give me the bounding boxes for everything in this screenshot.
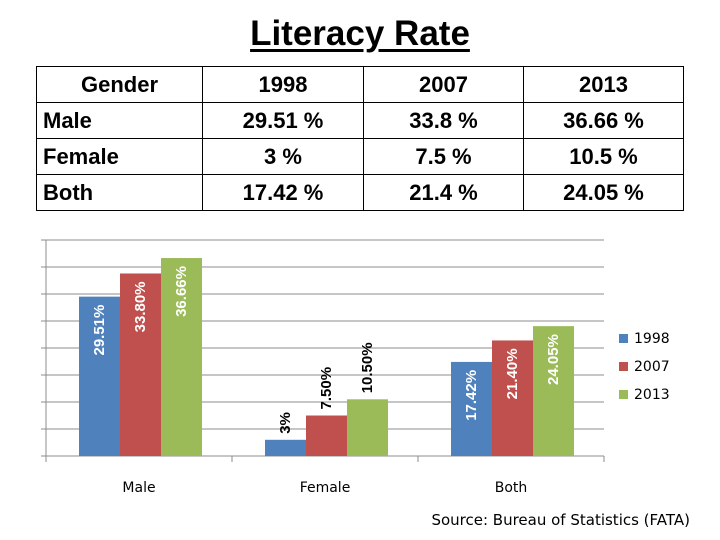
- data-label: 3%: [277, 412, 294, 434]
- table-row: Female 3 % 7.5 % 10.5 %: [36, 138, 684, 175]
- table-cell: 29.51 %: [202, 102, 364, 139]
- data-label: 33.80%: [132, 281, 149, 332]
- legend-label: 2007: [634, 359, 670, 375]
- table-cell: Female: [36, 138, 203, 175]
- x-tick-label: Female: [300, 480, 351, 496]
- x-tick-label: Male: [122, 480, 155, 496]
- legend-label: 2013: [634, 387, 670, 403]
- bar: [347, 399, 388, 456]
- table-cell: 17.42 %: [202, 174, 364, 211]
- data-label: 17.42%: [463, 370, 480, 421]
- data-label: 7.50%: [318, 367, 335, 410]
- table-cell: 10.5 %: [523, 138, 684, 175]
- bar: [265, 439, 306, 456]
- bar: [492, 340, 533, 456]
- table-cell: Male: [36, 102, 203, 139]
- source-note: Source: Bureau of Statistics (FATA): [431, 511, 690, 529]
- table-row: Both 17.42 % 21.4 % 24.05 %: [36, 174, 684, 211]
- data-label: 24.05%: [545, 334, 562, 385]
- legend-swatch: [619, 334, 628, 343]
- table-row: Male 29.51 % 33.8 % 36.66 %: [36, 102, 684, 139]
- table-cell: 33.8 %: [363, 102, 524, 139]
- legend-swatch: [619, 362, 628, 371]
- bar: [161, 258, 202, 456]
- table-cell: 7.5 %: [363, 138, 524, 175]
- bar: [451, 361, 492, 456]
- table-cell: 24.05 %: [523, 174, 684, 211]
- data-label: 36.66%: [173, 266, 190, 317]
- literacy-table: Gender 1998 2007 2013 Male 29.51 % 33.8 …: [36, 66, 684, 211]
- bar: [120, 273, 161, 456]
- legend-swatch: [619, 390, 628, 399]
- data-label: 10.50%: [359, 342, 376, 393]
- bar: [533, 326, 574, 456]
- data-label: 21.40%: [504, 348, 521, 399]
- header-cell: 2013: [523, 66, 684, 103]
- legend-label: 1998: [634, 331, 670, 347]
- table-cell: 3 %: [202, 138, 364, 175]
- data-label: 29.51%: [91, 305, 108, 356]
- table-cell: 21.4 %: [363, 174, 524, 211]
- header-cell: 2007: [363, 66, 524, 103]
- header-cell: Gender: [36, 66, 203, 103]
- x-tick-label: Both: [495, 480, 528, 496]
- bar: [79, 296, 120, 456]
- bar: [306, 415, 347, 456]
- table-cell: Both: [36, 174, 203, 211]
- page-title: Literacy Rate: [250, 14, 470, 53]
- table-cell: 36.66 %: [523, 102, 684, 139]
